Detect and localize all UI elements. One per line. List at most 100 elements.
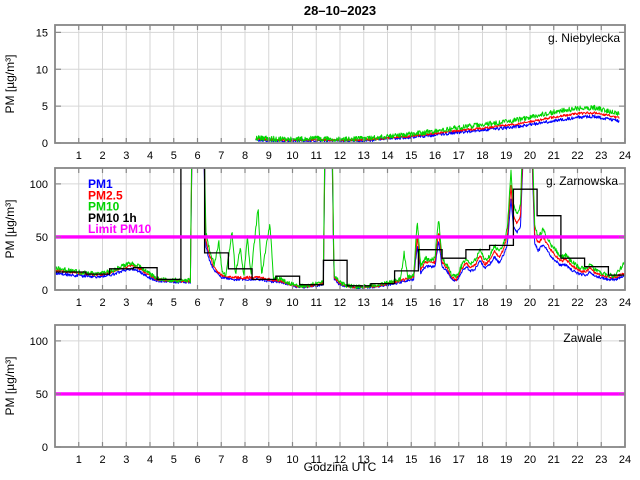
y-tick-label: 10 <box>36 64 48 76</box>
x-tick-label: 8 <box>242 150 248 162</box>
panel-zarnowska: 1 2 3 4 5 6 7 8 9 10 11 12 13 14 15 16 17 18 19 20 21 22 23 240… <box>3 167 631 309</box>
x-tick-label: 4 <box>147 454 153 466</box>
x-tick-label: 6 <box>194 297 200 309</box>
y-tick-label: 0 <box>42 442 48 454</box>
x-tick-label: 22 <box>571 454 583 466</box>
x-tick-label: 17 <box>453 454 465 466</box>
x-tick-label: 3 <box>123 150 129 162</box>
x-tick-label: 22 <box>571 297 583 309</box>
x-tick-label: 10 <box>286 150 298 162</box>
pm10-line <box>55 168 625 290</box>
x-tick-label: 20 <box>524 454 536 466</box>
x-tick-label: 20 <box>524 297 536 309</box>
x-tick-label: 16 <box>429 150 441 162</box>
y-axis-label: PM [µg/m³] <box>3 200 17 259</box>
x-tick-label: 24 <box>619 150 631 162</box>
legend-item-pm10-1h: PM10 1h <box>88 211 137 225</box>
x-tick-label: 7 <box>218 297 224 309</box>
pm10-1h-stairs-line <box>55 168 625 287</box>
station-label-zawale: Zawale <box>563 331 602 345</box>
x-tick-label: 5 <box>171 150 177 162</box>
tick-marks <box>55 25 626 144</box>
y-axis-label: PM [µg/m³] <box>3 357 17 416</box>
x-tick-label: 4 <box>147 150 153 162</box>
x-tick-label: 10 <box>286 297 298 309</box>
pm2-5-line <box>255 111 620 142</box>
y-axis-label: PM [µg/m³] <box>3 55 17 114</box>
gridlines <box>55 25 625 143</box>
x-tick-label: 16 <box>429 454 441 466</box>
y-tick-label: 15 <box>36 27 48 39</box>
x-tick-label: 9 <box>266 297 272 309</box>
legend-item-limit-pm10: Limit PM10 <box>88 222 152 236</box>
x-tick-label: 15 <box>405 297 417 309</box>
x-tick-label: 4 <box>147 297 153 309</box>
x-tick-label: 11 <box>311 454 322 466</box>
x-tick-label: 14 <box>381 297 393 309</box>
x-tick-label: 18 <box>476 297 488 309</box>
legend-item-pm2-5: PM2.5 <box>88 188 123 202</box>
x-tick-label: 21 <box>548 454 560 466</box>
x-tick-label: 11 <box>311 297 322 309</box>
x-tick-label: 23 <box>595 297 607 309</box>
x-tick-label: 13 <box>358 297 370 309</box>
y-tick-label: 50 <box>36 389 48 401</box>
x-tick-label: 1 <box>76 297 82 309</box>
tick-marks <box>55 325 626 448</box>
x-tick-label: 2 <box>99 454 105 466</box>
panel-zawale: 1 2 3 4 5 6 7 8 9 10 11 12 13 14 15 16 17 18 19 20 21 22 23 240… <box>3 324 631 466</box>
x-tick-label: 3 <box>123 454 129 466</box>
legend-item-pm1: PM1 <box>88 177 113 191</box>
x-tick-label: 10 <box>286 454 298 466</box>
x-tick-label: 9 <box>266 150 272 162</box>
x-tick-label: 20 <box>524 150 536 162</box>
x-tick-label: 1 <box>76 454 82 466</box>
x-tick-label: 21 <box>548 297 560 309</box>
x-tick-label: 13 <box>358 150 370 162</box>
y-tick-label: 100 <box>30 336 48 348</box>
x-tick-label: 17 <box>453 297 465 309</box>
x-tick-label: 15 <box>405 454 417 466</box>
x-tick-label: 12 <box>334 297 346 309</box>
data-area <box>55 168 625 290</box>
data-area <box>255 104 620 143</box>
x-tick-label: 14 <box>381 150 393 162</box>
x-tick-label: 6 <box>194 454 200 466</box>
y-tick-label: 0 <box>42 285 48 297</box>
y-tick-label: 50 <box>36 232 48 244</box>
x-tick-label: 22 <box>571 150 583 162</box>
x-tick-label: 18 <box>476 150 488 162</box>
x-tick-label: 9 <box>266 454 272 466</box>
station-label-niebylecka: g. Niebylecka <box>548 31 620 45</box>
x-tick-label: 7 <box>218 454 224 466</box>
x-tick-label: 8 <box>242 297 248 309</box>
x-tick-label: 24 <box>619 454 631 466</box>
x-tick-label: 17 <box>453 150 465 162</box>
pm1-line <box>55 168 625 290</box>
x-tick-label: 3 <box>123 297 129 309</box>
y-tick-label: 100 <box>30 179 48 191</box>
figure-title: 28–10–2023 <box>303 3 377 18</box>
x-tick-label: 2 <box>99 150 105 162</box>
x-tick-label: 13 <box>358 454 370 466</box>
x-tick-label: 18 <box>476 454 488 466</box>
x-axis-label: Godzina UTC <box>303 460 377 474</box>
x-tick-label: 5 <box>171 454 177 466</box>
x-tick-label: 16 <box>429 297 441 309</box>
y-tick-label: 5 <box>42 101 48 113</box>
x-tick-label: 15 <box>405 150 417 162</box>
x-tick-label: 23 <box>595 454 607 466</box>
panel-niebylecka: 1 2 3 4 5 6 7 8 9 10 11 12 13 14 15 16 17 18 19 20 21 22 23 240… <box>3 24 631 162</box>
station-label-zarnowska: g. Zarnowska <box>546 174 618 188</box>
x-tick-label: 12 <box>334 454 346 466</box>
x-tick-label: 2 <box>99 297 105 309</box>
x-tick-label: 19 <box>500 297 512 309</box>
x-tick-label: 19 <box>500 150 512 162</box>
x-tick-label: 19 <box>500 454 512 466</box>
x-tick-label: 7 <box>218 150 224 162</box>
x-tick-label: 14 <box>381 454 393 466</box>
x-tick-label: 1 <box>76 150 82 162</box>
tick-marks <box>55 168 626 291</box>
